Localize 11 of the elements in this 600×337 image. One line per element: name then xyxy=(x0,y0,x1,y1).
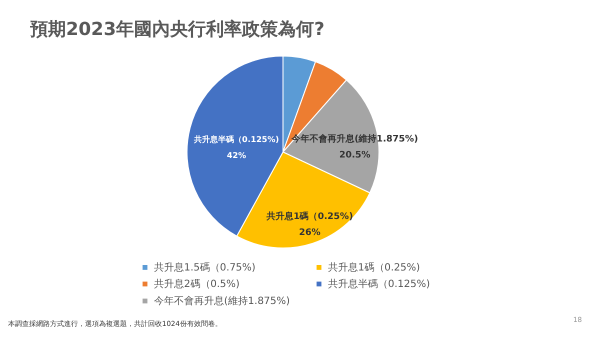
legend-label: 共升息2碼（0.5%) xyxy=(154,278,240,290)
data-label: 42% xyxy=(226,151,246,160)
legend-label: 共升息1.5碼（0.75%) xyxy=(154,261,256,274)
legend-label: 共升息半碼（0.125%) xyxy=(328,278,430,290)
legend-label: 共升息1碼（0.25%) xyxy=(328,261,420,274)
slice-label: 共升息1碼（0.25%) xyxy=(265,210,354,222)
legend-label: 今年不會再升息(維持1.875%) xyxy=(154,295,290,307)
data-label: 20.5% xyxy=(339,150,370,160)
chart-title: 預期2023年國內央行利率政策為何? xyxy=(29,19,325,40)
data-label: 26% xyxy=(298,228,321,238)
slice-label: 共升息半碼（0.125%) xyxy=(193,135,279,144)
